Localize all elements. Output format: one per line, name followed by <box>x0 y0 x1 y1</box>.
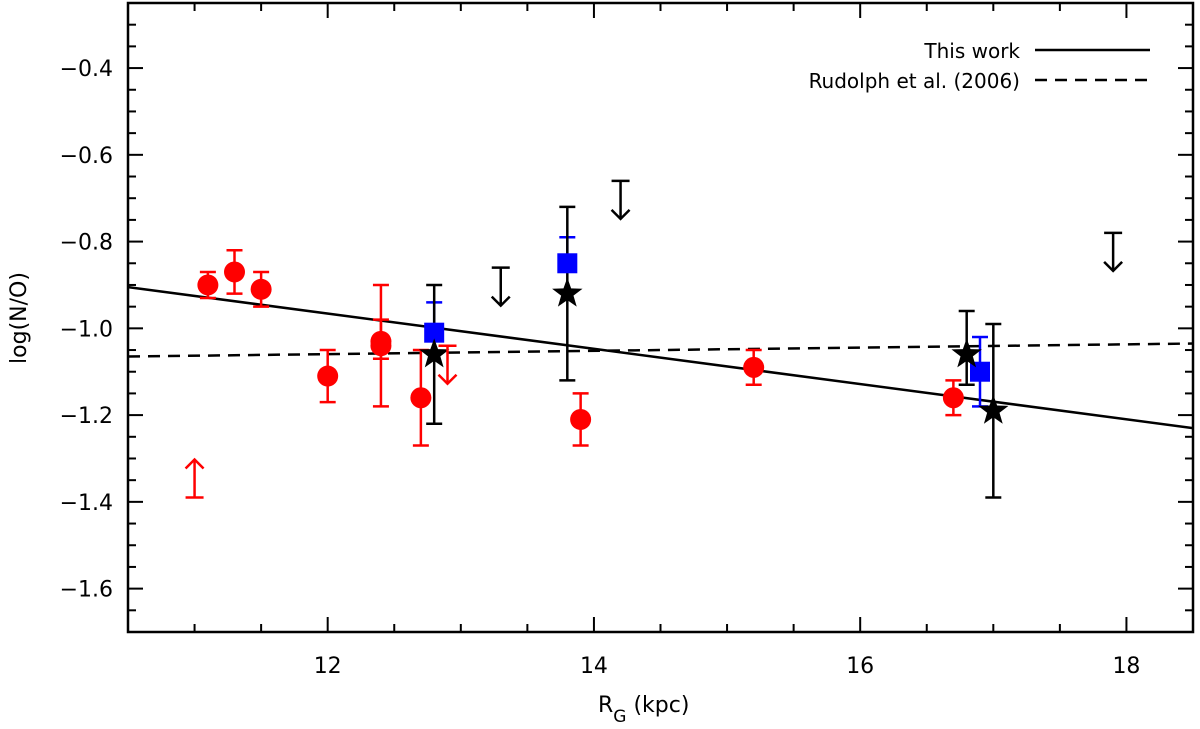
y-tick-label: −1.6 <box>60 578 113 603</box>
x-tick-label: 16 <box>846 654 874 679</box>
y-tick-label: −0.8 <box>60 231 113 256</box>
fit-lines-group <box>128 285 1193 430</box>
black-star-point <box>951 338 982 368</box>
black-upper-limit-arrow-head <box>490 295 511 308</box>
black-star-point <box>418 338 450 368</box>
red-circle-point <box>197 274 219 296</box>
red-lower-limit-arrow-head <box>184 457 205 470</box>
plot-frame <box>126 1 1195 634</box>
axes-group <box>126 1 1195 634</box>
x-axis-title-sub: G <box>613 707 626 727</box>
red-circle-point <box>370 335 392 357</box>
y-tick-label: −1.2 <box>60 404 113 429</box>
ticks-group: 12 14 16 18 −1.6 −1.4 −1.2 −1.0 −0.8 −0.6 −0.4 <box>60 2 1194 679</box>
x-tick-label: 12 <box>314 654 342 679</box>
rudolph-2006-line <box>128 342 1193 358</box>
red-upper-limit-arrow-head <box>437 373 458 386</box>
x-tick-label: 18 <box>1112 654 1140 679</box>
black-upper-limit-arrow-head <box>610 208 631 221</box>
y-axis-title: log(N/O) <box>7 272 32 364</box>
blue-square-point <box>970 361 990 382</box>
legend-label-rudolph: Rudolph et al. (2006) <box>809 69 1020 93</box>
red-circle-point <box>410 387 432 409</box>
y-tick-label: −0.4 <box>60 57 113 82</box>
blue-square-point <box>557 253 578 274</box>
x-axis-title-main: R <box>598 693 613 718</box>
red-circle-point <box>743 356 765 378</box>
y-tick-label: −1.4 <box>60 491 113 516</box>
y-tick-label: −1.0 <box>60 317 113 342</box>
red-circle-point <box>942 387 964 409</box>
x-axis-title-unit: (kpc) <box>626 693 689 718</box>
legend-label-this-work: This work <box>923 39 1020 63</box>
legend: This work Rudolph et al. (2006) <box>809 39 1150 93</box>
red-circle-point <box>224 261 245 283</box>
red-circle-point <box>317 365 339 387</box>
blue-square-point <box>424 322 445 343</box>
red-circle-point <box>570 408 592 430</box>
x-tick-label: 14 <box>580 654 608 679</box>
x-axis-title: RG (kpc) <box>598 693 689 727</box>
y-tick-label: −0.6 <box>60 144 113 169</box>
black-star-point <box>552 277 583 307</box>
black-upper-limit-arrow-head <box>1103 261 1124 273</box>
this-work-line <box>128 285 1193 430</box>
black-star-point <box>978 394 1009 424</box>
data-marks-group <box>184 179 1124 499</box>
red-circle-point <box>250 278 272 300</box>
